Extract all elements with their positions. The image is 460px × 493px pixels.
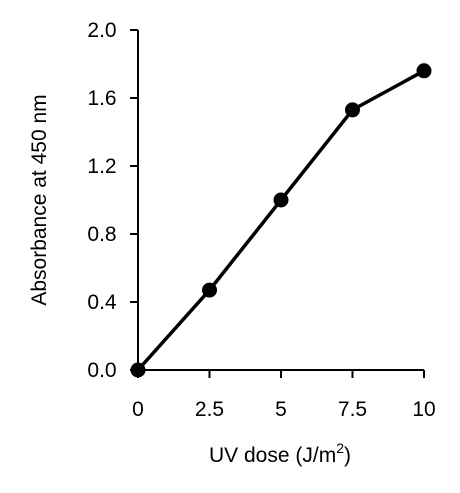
x-tick-label: 5 [275, 398, 287, 421]
data-point [273, 192, 289, 208]
y-tick-label: 2.0 [87, 19, 116, 42]
x-tick-label: 0 [132, 398, 144, 421]
y-tick-label: 0.8 [87, 223, 116, 246]
data-point [202, 282, 217, 298]
y-tick-label: 0.0 [87, 359, 116, 382]
data-series [130, 63, 432, 378]
x-tick-label: 10 [412, 398, 435, 421]
y-tick-label: 0.4 [87, 291, 117, 314]
data-point [130, 362, 146, 378]
x-tick-label: 2.5 [195, 398, 224, 421]
y-axis-label: Absorbance at 450 nm [28, 94, 51, 305]
x-tick-label: 7.5 [338, 398, 367, 421]
y-tick-labels: 0.0 0.4 0.8 1.2 1.6 2.0 [87, 19, 117, 382]
axes [130, 29, 425, 378]
data-point [416, 63, 432, 79]
data-point [345, 102, 360, 118]
x-axis-label-superscript: 2 [336, 440, 344, 456]
x-tick-labels: 0 2.5 5 7.5 10 [132, 398, 436, 421]
x-axis-label: UV dose (J/m2) [209, 440, 351, 467]
y-tick-label: 1.2 [87, 155, 116, 178]
series-line [136, 69, 425, 372]
y-tick-label: 1.6 [87, 87, 116, 110]
x-axis-label-end: ) [344, 444, 351, 467]
